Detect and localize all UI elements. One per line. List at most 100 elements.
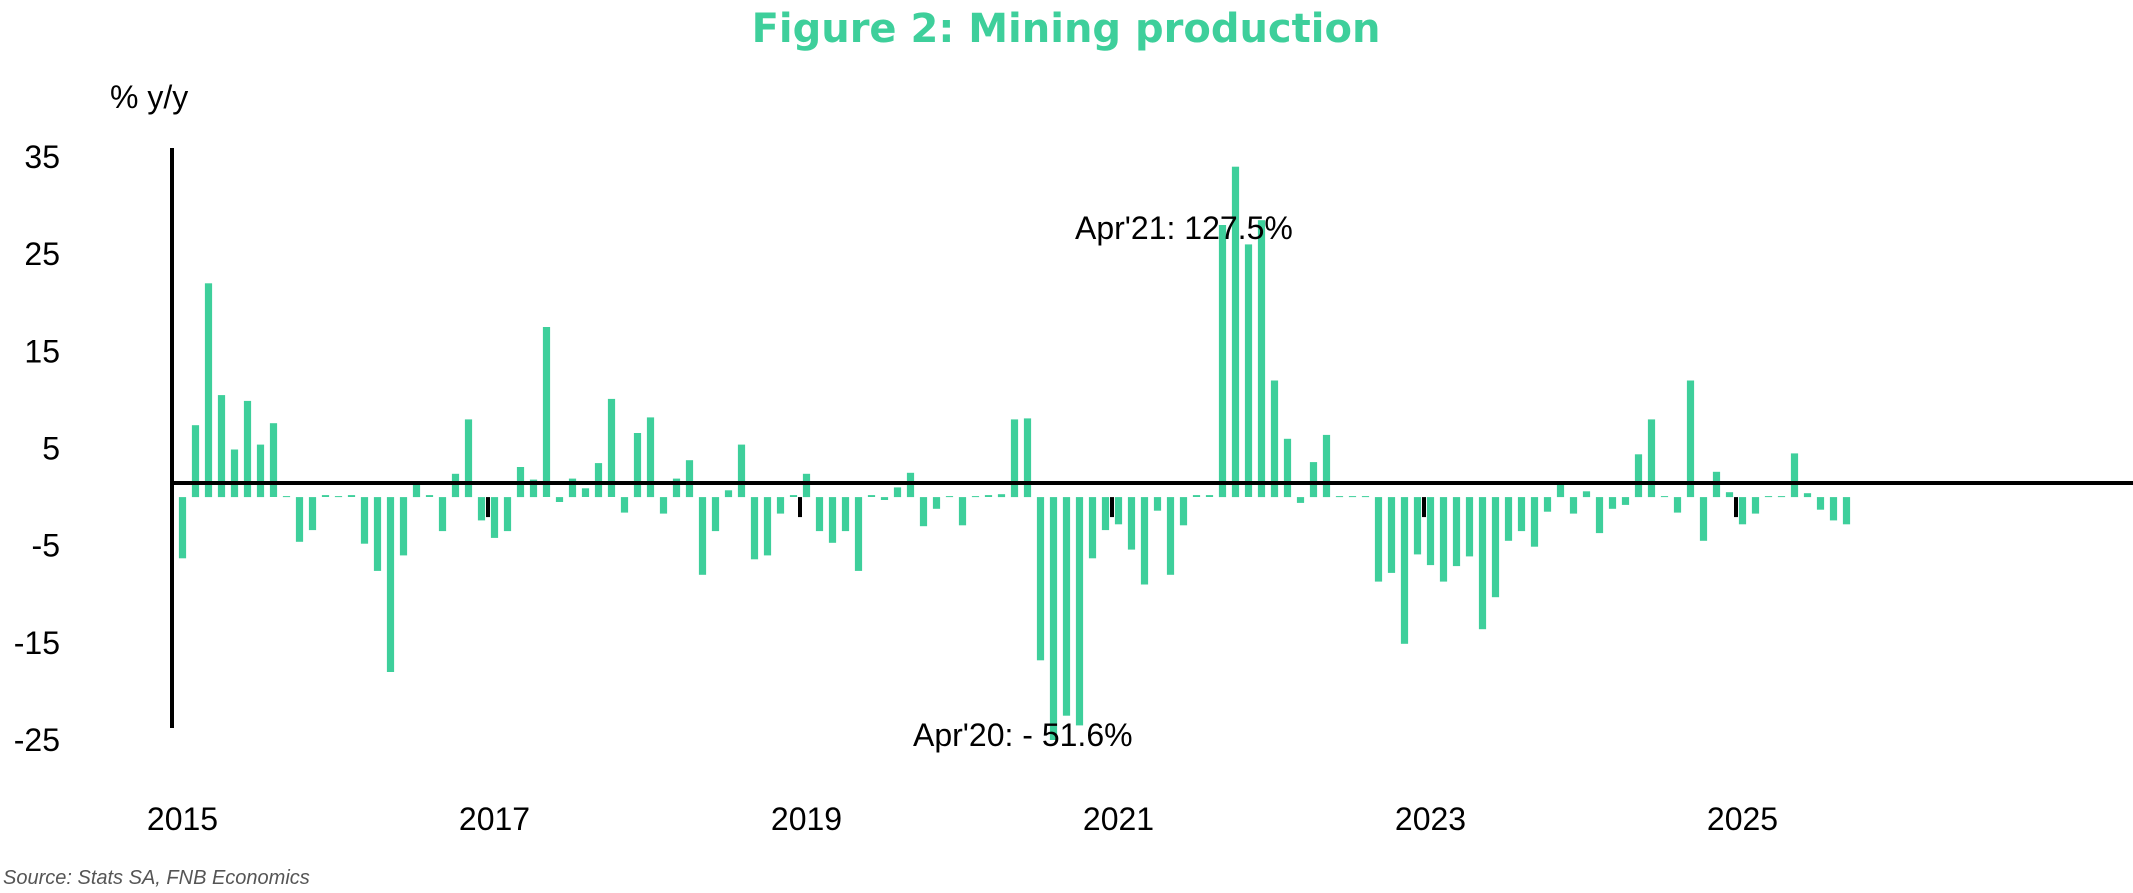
bar [477,497,486,521]
bar [1010,419,1019,498]
bar [1504,497,1513,541]
bar [750,497,759,560]
bar [464,419,473,498]
x-tick-labels: 2015 2017 2019 2021 2023 2025 [147,801,1778,837]
bar [724,490,733,498]
y-tick-label: 15 [24,333,60,369]
bar [191,425,200,498]
bar [347,495,356,497]
bar [763,497,772,556]
bar [880,497,889,500]
bar [321,495,330,497]
bar [646,417,655,498]
bar [334,496,343,498]
bar [1595,497,1604,534]
bar [828,497,837,543]
bar [360,497,369,544]
bar [1816,497,1825,510]
bar [1335,496,1344,498]
bar [1270,380,1279,498]
chart-title: Figure 2: Mining production [752,6,1381,52]
bar [295,497,304,542]
bar [1075,497,1084,726]
bar [815,497,824,532]
bar [1725,492,1734,498]
bar [1829,497,1838,521]
bar [217,395,226,498]
bar [256,444,265,498]
bar [1140,497,1149,585]
bar [204,283,213,498]
x-tick-label: 2021 [1083,801,1154,837]
y-tick-label: -5 [32,528,60,564]
bar [425,495,434,497]
bar [841,497,850,532]
bar [1478,497,1487,630]
bar [1660,496,1669,498]
bar [1738,497,1747,525]
bar [594,463,603,498]
bar [1179,497,1188,526]
bar [1517,497,1526,532]
bar [1153,497,1162,511]
bar [243,400,252,498]
bar [282,496,291,498]
source-note: Source: Stats SA, FNB Economics [3,867,310,889]
bar [568,478,577,498]
y-tick-label: 5 [42,431,60,467]
y-tick-label: 25 [24,236,60,272]
bar [1296,497,1305,503]
bar [984,495,993,497]
bar [737,444,746,498]
bar [607,398,616,497]
bar [1088,497,1097,559]
max-annotation: Apr'21: 127.5% [1075,210,1293,246]
x-tick-label: 2019 [771,801,842,837]
bar [386,497,395,672]
bar [1309,462,1318,498]
bar [529,479,538,498]
bar [1647,419,1656,498]
bar [503,497,512,532]
bar [1244,244,1253,497]
bar [698,497,707,575]
bar [1049,497,1058,740]
bar [1556,483,1565,498]
bar [1582,491,1591,498]
bar [945,496,954,498]
bar [1465,497,1474,557]
bar [1348,496,1357,498]
x-tick-label: 2025 [1707,801,1778,837]
y-tick-label: 35 [24,139,60,175]
bar [932,497,941,509]
bar [1543,497,1552,512]
bar [1166,497,1175,575]
bar [1491,497,1500,598]
bar [308,497,317,531]
bar [1673,497,1682,513]
bar [1634,454,1643,498]
bar [1127,497,1136,550]
bar [1699,497,1708,541]
bar [490,497,499,538]
bar [1621,497,1630,505]
y-tick-labels: 35 25 15 5 -5 -15 -25 [14,139,60,758]
bar [854,497,863,571]
bar [555,497,564,502]
bar [1283,438,1292,498]
bar [178,497,187,559]
bar [1036,497,1045,661]
bar [672,478,681,498]
bar [971,496,980,498]
x-tick-label: 2023 [1395,801,1466,837]
y-axis-label: % y/y [110,79,188,115]
bar [958,497,967,526]
bar [1062,497,1071,716]
bar [802,473,811,498]
bar [1426,497,1435,566]
bar [1686,380,1695,498]
bar [1777,496,1786,498]
bar [659,497,668,514]
bar [776,497,785,514]
